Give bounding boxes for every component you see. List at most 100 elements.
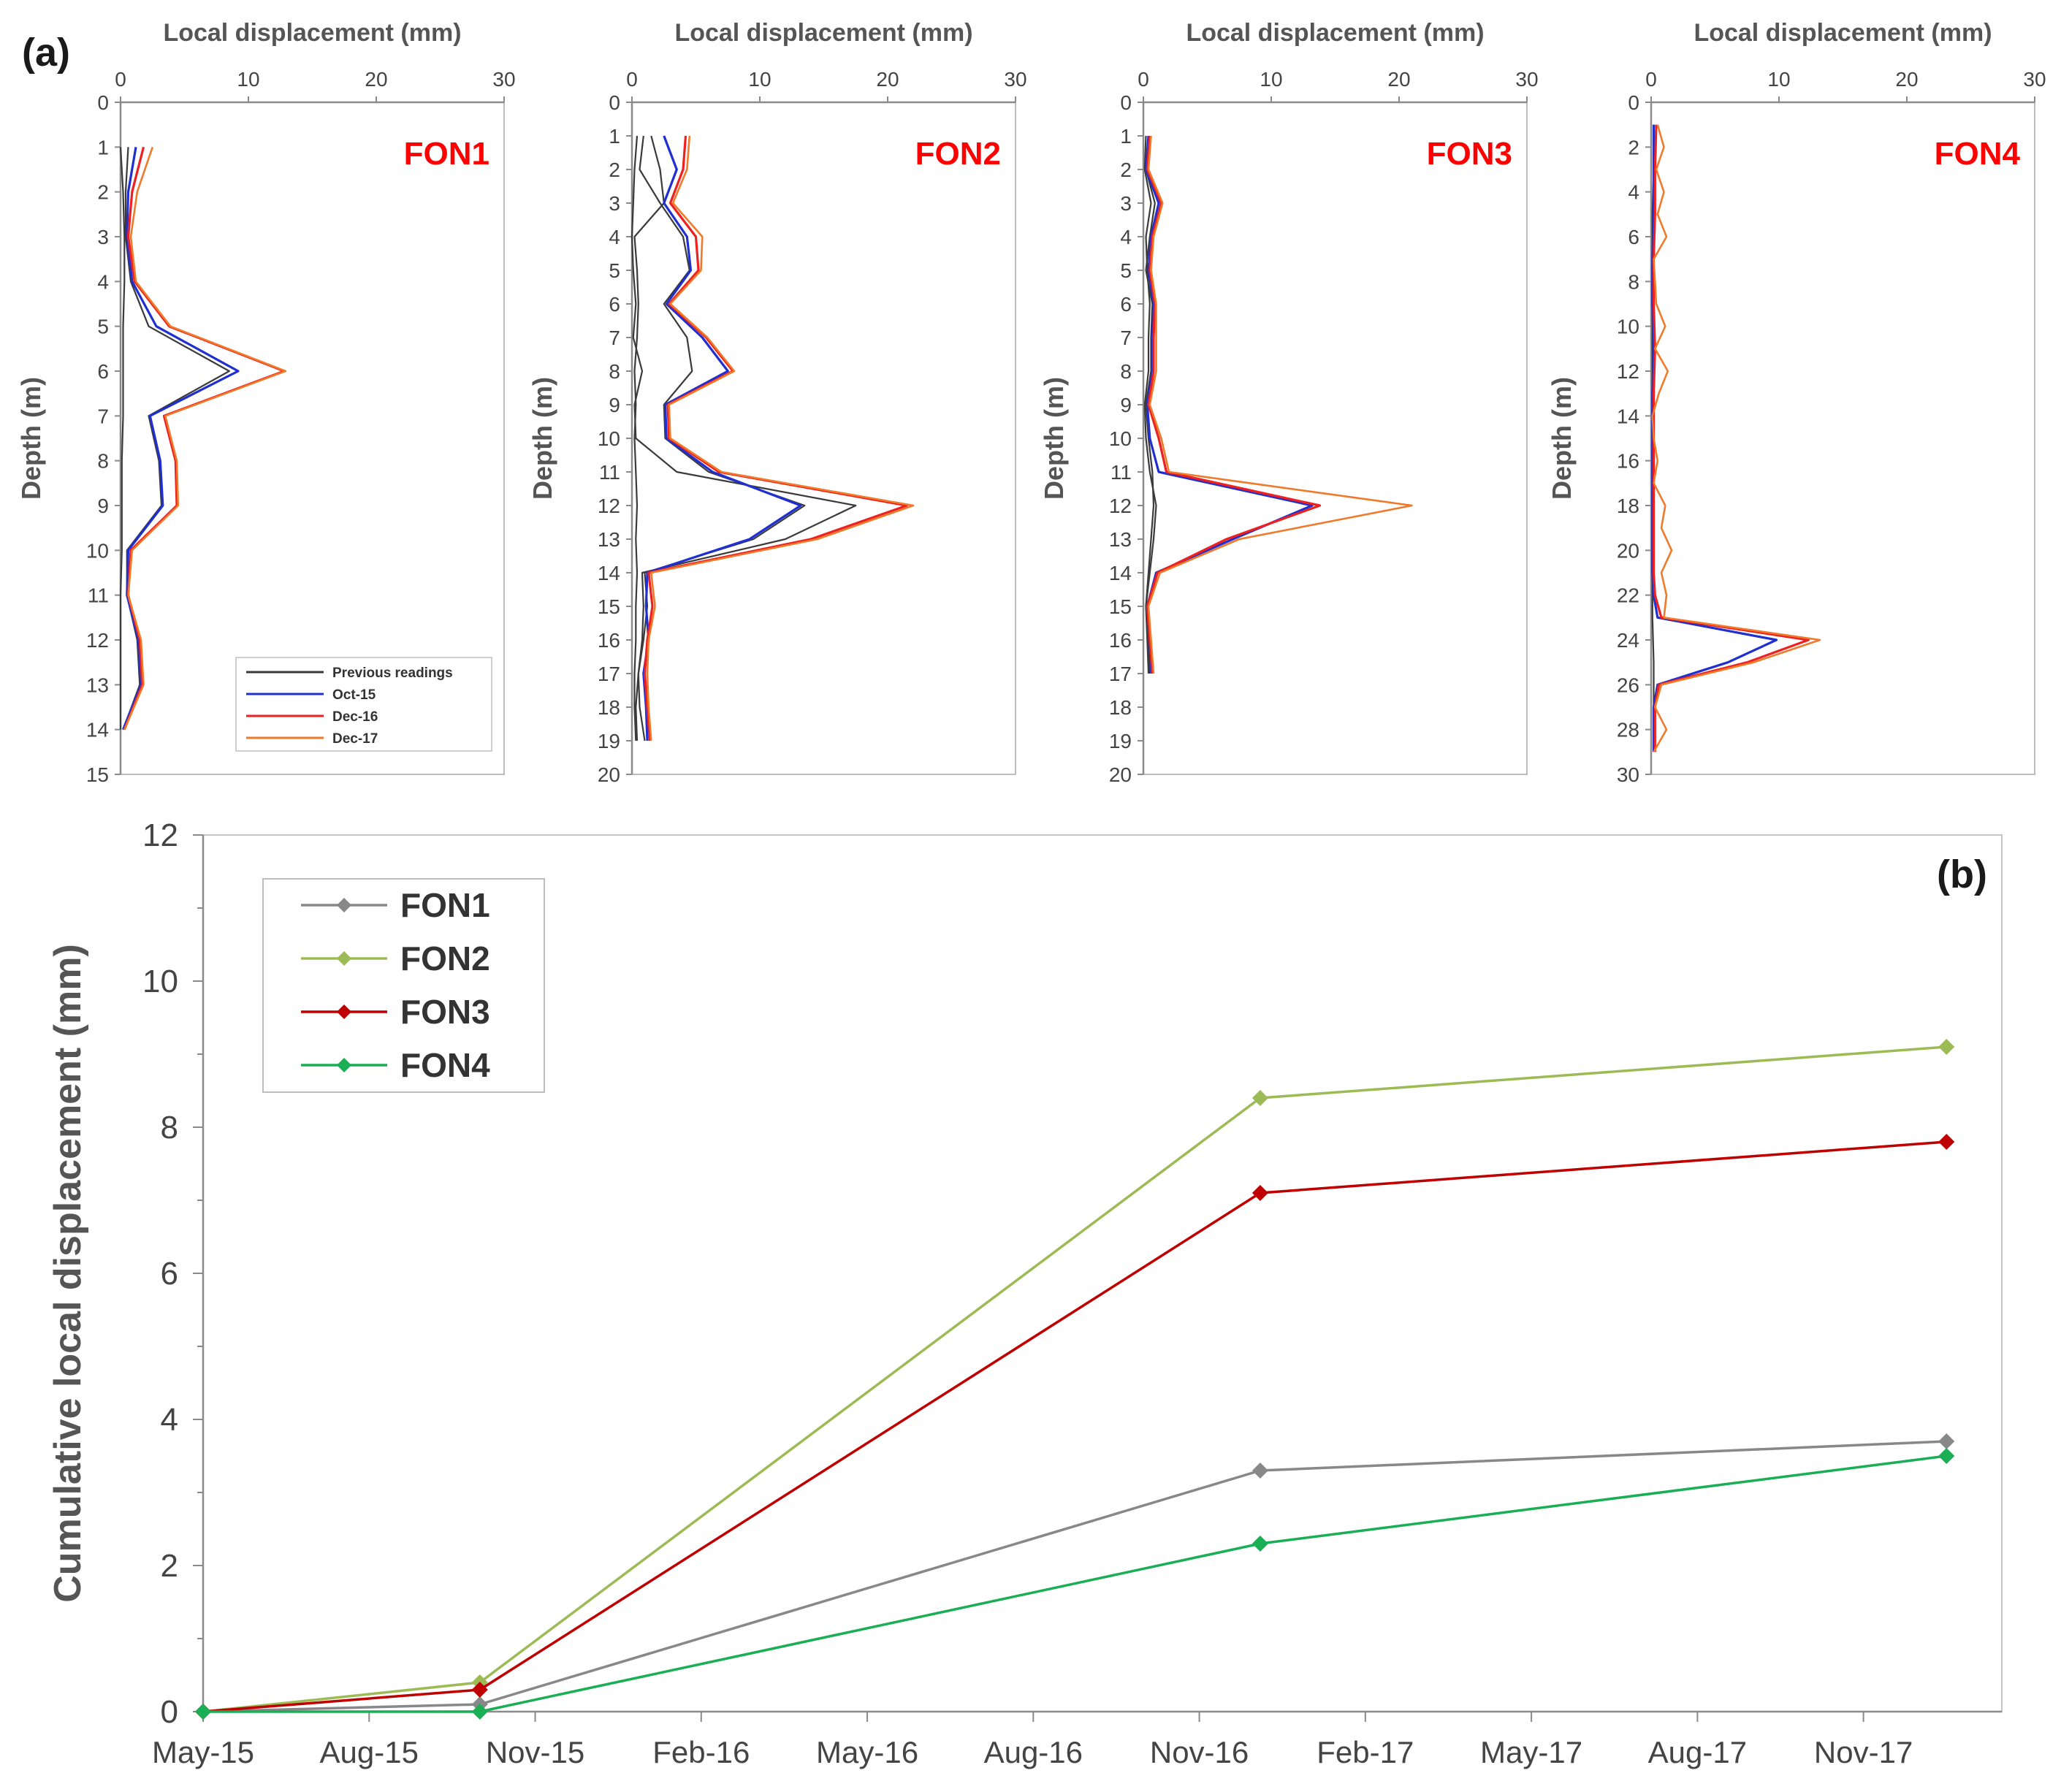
data-point [1938, 1134, 1955, 1150]
y-tick-label: 5 [97, 316, 109, 338]
x-tick-label: 30 [1004, 68, 1026, 91]
x-tick-label: 10 [237, 68, 259, 91]
data-point [1252, 1185, 1268, 1201]
y-tick-label: 4 [1628, 181, 1639, 204]
y-tick-label: 19 [1109, 730, 1132, 752]
series-line [646, 135, 915, 741]
series-line [1145, 135, 1156, 674]
y-tick-label: 24 [1617, 629, 1639, 652]
y-tick-label: 15 [86, 763, 109, 786]
y-tick-label: 11 [88, 584, 109, 607]
series-line [123, 146, 286, 731]
series-line [123, 146, 287, 731]
x-tick-label: Aug-17 [1648, 1735, 1747, 1769]
series-line [637, 135, 806, 741]
x-tick-label: 20 [365, 68, 387, 91]
y-tick-label: 12 [142, 817, 178, 853]
y-tick-label: 19 [598, 730, 620, 752]
well-title: FON2 [915, 136, 1001, 172]
data-point [1252, 1536, 1268, 1552]
x-axis-title: Local displacement (mm) [163, 19, 461, 47]
y-tick-label: 6 [609, 293, 620, 316]
x-tick-label: Aug-16 [984, 1735, 1083, 1769]
y-tick-label: 4 [609, 226, 620, 248]
series-fon3 [195, 1134, 1955, 1720]
y-tick-label: 4 [1120, 226, 1132, 248]
y-tick-label: 10 [598, 427, 620, 450]
y-tick-label: 1 [97, 136, 109, 159]
well-title: FON4 [1935, 136, 2021, 172]
x-tick-label: Nov-16 [1150, 1735, 1249, 1769]
y-tick-label: 11 [1110, 461, 1132, 484]
y-tick-label: 10 [1109, 427, 1132, 450]
x-tick-label: Nov-15 [486, 1735, 584, 1769]
y-tick-label: 8 [97, 450, 109, 473]
y-tick-label: 8 [161, 1110, 178, 1145]
y-tick-label: 13 [86, 674, 109, 696]
y-tick-label: 16 [598, 629, 620, 652]
y-tick-label: 12 [1617, 360, 1639, 383]
y-tick-label: 18 [598, 696, 620, 719]
series-fon1 [195, 1433, 1955, 1720]
legend-label: FON4 [400, 1046, 490, 1084]
y-tick-label: 4 [161, 1402, 178, 1438]
legend-label: FON2 [400, 939, 490, 977]
y-tick-label: 14 [1617, 405, 1639, 427]
legend-label: FON1 [400, 886, 490, 924]
y-tick-label: 0 [1120, 91, 1132, 114]
y-tick-label: 12 [86, 629, 109, 652]
y-tick-label: 2 [161, 1548, 178, 1584]
legend: Previous readings Oct-15 Dec-16 Dec-17 [235, 657, 492, 752]
series-line [1146, 135, 1322, 674]
y-tick-label: 9 [1120, 394, 1132, 416]
legend-label: Oct-15 [332, 687, 376, 703]
y-tick-label: 18 [1617, 495, 1639, 517]
y-tick-label: 16 [1109, 629, 1132, 652]
y-tick-label: 8 [609, 360, 620, 383]
y-tick-label: 20 [1617, 539, 1639, 562]
legend-marker [337, 1004, 351, 1019]
y-axis-title: Cumulative local displacement (mm) [47, 944, 89, 1603]
y-tick-label: 14 [1109, 562, 1132, 584]
data-point [195, 1704, 211, 1720]
y-tick-label: 5 [1120, 259, 1132, 282]
legend-label: FON3 [400, 993, 490, 1031]
series-line [202, 1440, 1947, 1713]
y-tick-label: 22 [1617, 584, 1639, 607]
x-axis-title: Local displacement (mm) [1186, 19, 1484, 47]
plot-area [631, 102, 1016, 775]
data-point [1938, 1448, 1955, 1464]
data-point [1252, 1090, 1268, 1106]
y-tick-label: 5 [609, 259, 620, 282]
panel-label-b: (b) [1937, 853, 1987, 896]
x-tick-label: 20 [1895, 68, 1918, 91]
legend-label: Previous readings [332, 666, 453, 681]
series-line [202, 1045, 1947, 1713]
y-tick-label: 1 [609, 125, 620, 148]
data-point [1938, 1433, 1955, 1449]
series-fon4 [195, 1448, 1955, 1720]
y-tick-label: 2 [97, 181, 109, 204]
series-line [1147, 135, 1413, 674]
y-tick-label: 13 [598, 528, 620, 551]
y-tick-label: 1 [1120, 125, 1132, 148]
y-tick-label: 0 [161, 1694, 178, 1730]
y-tick-label: 2 [609, 159, 620, 181]
y-tick-label: 10 [142, 964, 178, 999]
y-tick-label: 14 [86, 719, 109, 741]
y-tick-label: 10 [86, 539, 109, 562]
y-tick-label: 7 [1120, 327, 1132, 349]
y-axis-title: Depth (m) [16, 377, 46, 500]
y-tick-label: 18 [1109, 696, 1132, 719]
y-tick-label: 9 [609, 394, 620, 416]
plot-area [1143, 102, 1528, 775]
y-tick-label: 11 [599, 461, 620, 484]
x-tick-label: May-16 [816, 1735, 918, 1769]
y-tick-label: 6 [1120, 293, 1132, 316]
y-tick-label: 17 [598, 663, 620, 685]
series-line [1652, 124, 1810, 752]
legend-marker [337, 898, 351, 912]
